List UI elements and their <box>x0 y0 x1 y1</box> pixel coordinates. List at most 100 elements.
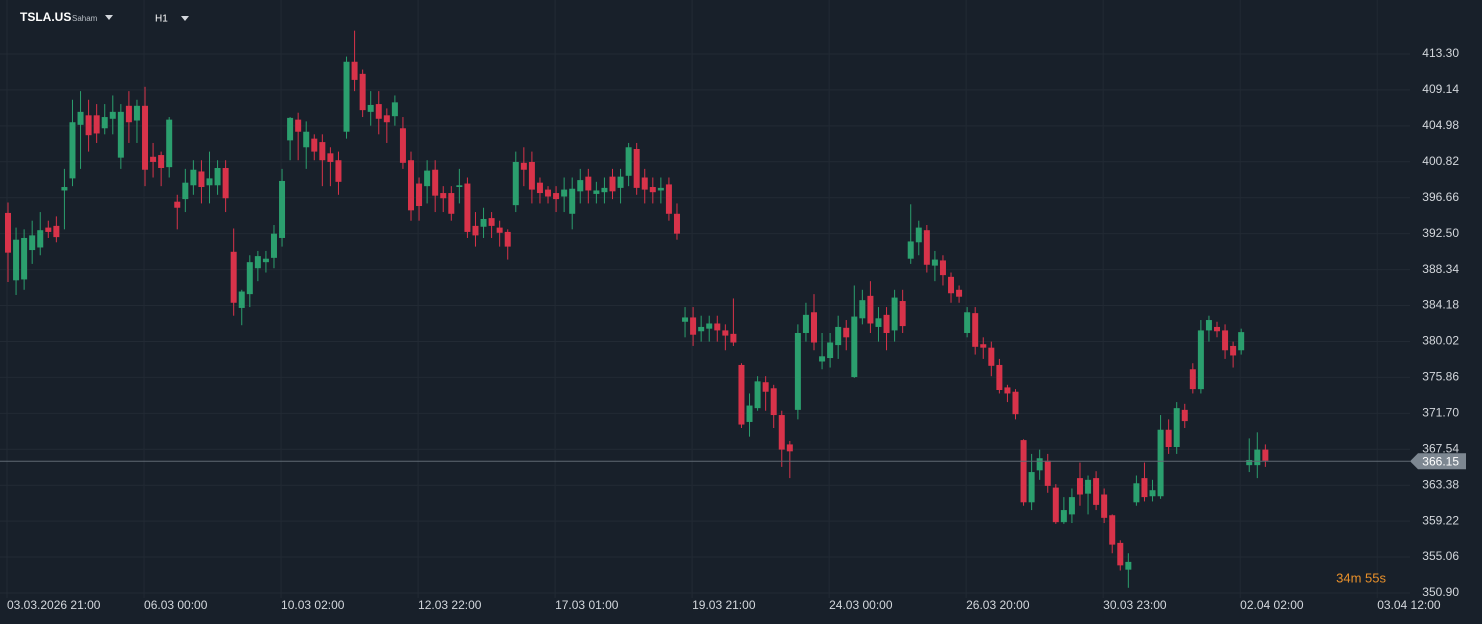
candle-body <box>1254 449 1261 466</box>
candle-body <box>738 364 745 425</box>
candle-body <box>980 344 987 348</box>
candle-body <box>1109 515 1116 545</box>
y-tick-label: 363.38 <box>1422 477 1459 491</box>
candle-body <box>408 160 414 211</box>
candle-body <box>1076 478 1083 495</box>
candle-body <box>561 189 568 197</box>
candle-body <box>440 193 447 199</box>
candle-body <box>1060 510 1067 523</box>
candle-body <box>649 187 656 193</box>
candle-body <box>383 115 390 123</box>
candle-body <box>93 115 100 134</box>
y-tick-label: 350.90 <box>1422 585 1459 599</box>
candle-body <box>343 61 350 132</box>
last-price-label: 366.15 <box>1422 454 1459 468</box>
candle-body <box>303 131 310 148</box>
x-tick-label: 03.04 12:00 <box>1377 598 1441 612</box>
symbol[interactable]: TSLA.US <box>20 10 71 24</box>
candle-body <box>270 233 277 258</box>
candle-body <box>150 156 157 162</box>
candle-body <box>714 323 721 331</box>
candle-body <box>311 138 318 152</box>
candle-body <box>254 256 261 269</box>
candle-body <box>1230 345 1237 356</box>
candle-body <box>1020 440 1027 503</box>
candle-body <box>1068 497 1075 515</box>
timeframe-dropdown[interactable] <box>181 16 189 21</box>
bar-countdown: 34m 55s <box>1336 570 1386 585</box>
candle-body <box>641 177 648 190</box>
candle-body <box>1149 490 1156 497</box>
candle-body <box>923 230 930 265</box>
candle-body <box>786 444 793 452</box>
candle-body <box>835 326 842 346</box>
candle-body <box>77 111 84 125</box>
candle-body <box>279 180 286 238</box>
candle-body <box>182 182 189 200</box>
candle-body <box>399 128 406 163</box>
candle-body <box>883 314 890 333</box>
candle-body <box>520 162 527 170</box>
x-tick-label: 12.03 22:00 <box>418 598 482 612</box>
candle-body <box>45 227 52 232</box>
candle-body <box>174 201 181 208</box>
candle-body <box>1044 460 1051 486</box>
candle-body <box>295 119 302 132</box>
candle-body <box>416 183 423 207</box>
candle-body <box>190 169 197 186</box>
y-tick-label: 371.70 <box>1422 405 1459 419</box>
candle-body <box>617 176 624 188</box>
candle-body <box>673 213 680 234</box>
y-tick-label: 392.50 <box>1422 226 1459 240</box>
candle-body <box>206 178 213 186</box>
candle-body <box>706 323 713 329</box>
candle-body <box>730 333 737 343</box>
candle-body <box>464 183 471 232</box>
candle-body <box>359 73 366 111</box>
candle-body <box>238 291 245 308</box>
candle-body <box>1246 459 1253 466</box>
candle-body <box>222 168 229 199</box>
candle-body <box>931 259 938 266</box>
candle-body <box>488 218 495 226</box>
candle-body <box>819 356 826 362</box>
x-tick-label: 03.03.2026 21:00 <box>7 598 101 612</box>
candle-body <box>117 111 124 158</box>
candle-body <box>1036 458 1043 471</box>
candle-body <box>1173 408 1180 448</box>
x-tick-label: 19.03 21:00 <box>692 598 756 612</box>
candle-body <box>37 230 44 248</box>
candle-body <box>214 168 221 186</box>
candle-body <box>5 212 11 253</box>
candle-body <box>625 147 632 176</box>
candle-body <box>480 218 487 227</box>
candle-body <box>827 342 834 359</box>
candle-body <box>690 317 697 335</box>
candle-body <box>1141 478 1148 498</box>
symbol-dropdown[interactable] <box>105 15 113 20</box>
candles <box>5 30 1269 588</box>
grid <box>0 0 1410 598</box>
y-tick-label: 359.22 <box>1422 513 1459 527</box>
candle-body <box>85 115 92 136</box>
candle-body <box>1052 487 1059 523</box>
candle-body <box>125 105 132 123</box>
candle-body <box>948 276 955 294</box>
timeframe[interactable]: H1 <box>155 14 168 25</box>
y-tick-label: 375.86 <box>1422 370 1459 384</box>
candle-body <box>1157 429 1164 497</box>
y-tick-label: 400.82 <box>1422 154 1459 168</box>
candle-body <box>69 122 76 179</box>
candle-body <box>351 61 358 80</box>
candle-body <box>166 119 173 168</box>
candle-body <box>1028 472 1035 503</box>
candle-body <box>553 193 560 200</box>
candle-body <box>133 105 140 121</box>
candle-body <box>996 364 1003 390</box>
candle-body <box>1262 449 1269 461</box>
candle-body <box>1101 494 1108 518</box>
candle-body <box>432 169 439 196</box>
candle-body <box>1004 387 1011 394</box>
